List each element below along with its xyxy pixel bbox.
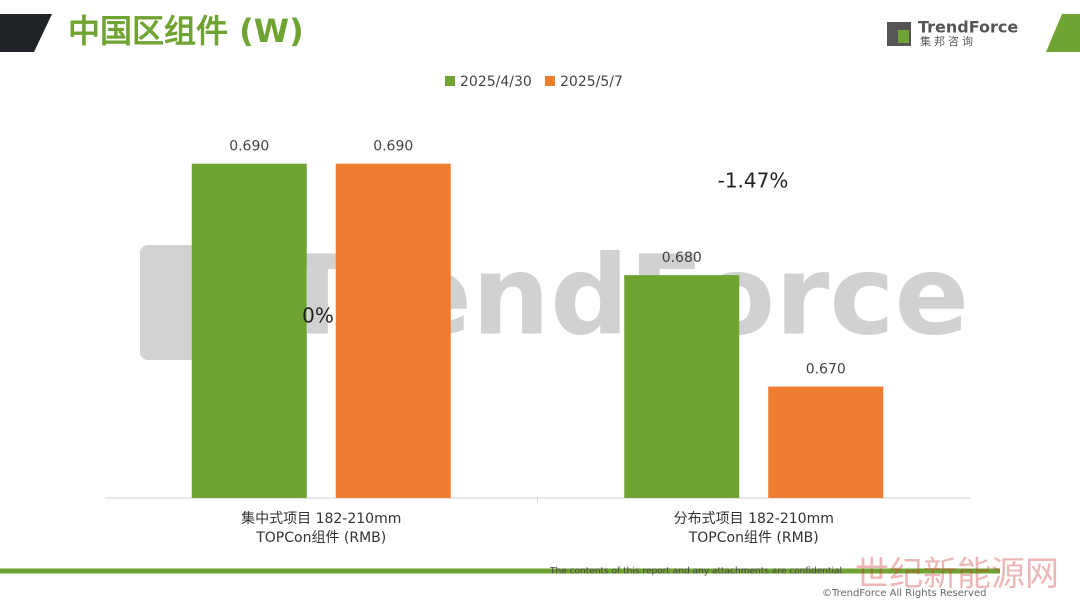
logo-mark-accent (898, 30, 909, 43)
footer-notice: The contents of this report and any atta… (549, 567, 842, 577)
slide-title: 中国区组件 (W) (68, 12, 304, 50)
logo-subtext: 集邦咨询 (920, 34, 976, 48)
legend-label: 2025/5/7 (560, 74, 623, 90)
bar (335, 163, 451, 498)
footer-copyright: ©TrendForce All Rights Reserved (822, 588, 986, 599)
data-label: 0.680 (662, 250, 702, 266)
header-bar (0, 14, 52, 52)
bar (624, 275, 740, 498)
annotation: -1.47% (718, 169, 789, 193)
legend-label: 2025/4/30 (460, 74, 532, 90)
bar (768, 386, 884, 498)
bar (191, 163, 307, 498)
footer-watermark: 世纪新能源网 (855, 555, 1059, 595)
legend-swatch (445, 76, 455, 86)
x-tick-label: TOPCon组件 (RMB) (255, 530, 386, 546)
logo: TrendForce 集邦咨询 (887, 18, 1018, 48)
x-tick-label: TOPCon组件 (RMB) (688, 530, 819, 546)
data-label: 0.690 (229, 139, 269, 155)
x-tick-label: 分布式项目 182-210mm (674, 511, 834, 527)
logo-text: TrendForce (918, 18, 1018, 37)
x-tick-label: 集中式项目 182-210mm (241, 510, 401, 527)
data-label: 0.690 (373, 139, 413, 155)
annotation: 0% (302, 304, 334, 328)
header-accent (1046, 14, 1080, 52)
legend-swatch (545, 76, 555, 86)
data-label: 0.670 (806, 362, 846, 378)
